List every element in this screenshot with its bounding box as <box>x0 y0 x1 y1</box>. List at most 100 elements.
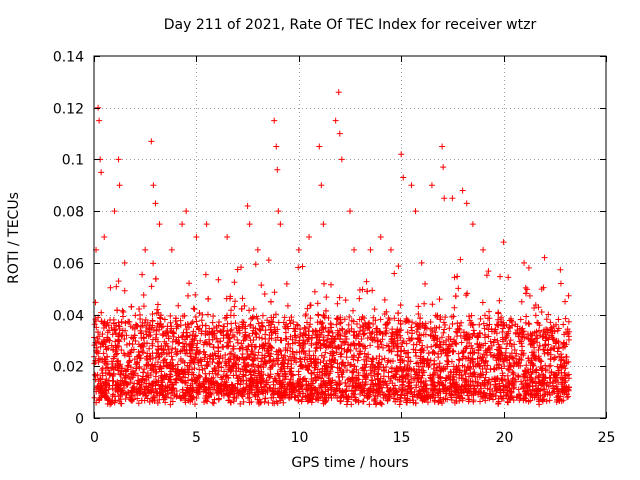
data-point <box>359 327 366 334</box>
data-point <box>110 316 117 323</box>
data-point <box>217 328 224 335</box>
data-point <box>205 295 212 302</box>
data-point <box>405 335 412 342</box>
data-point <box>342 379 349 386</box>
data-point <box>316 327 323 334</box>
data-point <box>510 371 517 378</box>
data-point <box>136 305 143 312</box>
data-point <box>215 395 222 402</box>
data-point <box>336 130 343 137</box>
data-point <box>522 284 529 291</box>
data-point <box>369 336 376 343</box>
data-point <box>118 346 125 353</box>
data-point <box>484 362 491 369</box>
data-point <box>128 397 135 404</box>
data-point <box>381 355 388 362</box>
data-point <box>547 346 554 353</box>
data-point <box>294 380 301 387</box>
data-point <box>289 383 296 390</box>
data-point <box>163 373 170 380</box>
data-point <box>413 328 420 335</box>
data-point <box>168 389 175 396</box>
data-point <box>546 363 553 370</box>
data-point <box>487 338 494 345</box>
data-point <box>434 379 441 386</box>
data-point <box>240 371 247 378</box>
data-point <box>264 387 271 394</box>
data-point <box>129 341 136 348</box>
data-point <box>202 375 209 382</box>
data-point <box>400 338 407 345</box>
data-point <box>365 355 372 362</box>
data-point <box>515 392 522 399</box>
data-point <box>192 291 199 298</box>
data-point <box>536 342 543 349</box>
data-point <box>428 182 435 189</box>
data-point <box>97 378 104 385</box>
data-point <box>449 380 456 387</box>
data-point <box>226 390 233 397</box>
data-point <box>245 361 252 368</box>
data-point <box>375 370 382 377</box>
data-point <box>257 399 264 406</box>
data-point <box>107 398 114 405</box>
data-point <box>119 327 126 334</box>
data-point <box>525 357 532 364</box>
data-point <box>414 335 421 342</box>
data-point <box>227 328 234 335</box>
data-point <box>515 372 522 379</box>
data-point <box>564 372 571 379</box>
data-point <box>156 221 163 228</box>
data-point <box>375 366 382 373</box>
data-point <box>527 397 534 404</box>
data-point <box>296 333 303 340</box>
data-point <box>424 356 431 363</box>
data-point <box>173 393 180 400</box>
data-point <box>395 310 402 317</box>
data-point <box>485 333 492 340</box>
data-point <box>140 343 147 350</box>
data-point <box>118 318 125 325</box>
data-point <box>416 331 423 338</box>
data-point <box>139 347 146 354</box>
data-point <box>223 390 230 397</box>
data-point <box>129 324 136 331</box>
data-point <box>451 391 458 398</box>
data-point <box>541 341 548 348</box>
data-point <box>534 387 541 394</box>
data-point <box>266 332 273 339</box>
data-point <box>223 295 230 302</box>
data-point <box>455 350 462 357</box>
data-point <box>265 257 272 264</box>
data-point <box>245 354 252 361</box>
data-point <box>347 362 354 369</box>
data-point <box>522 319 529 326</box>
data-point <box>541 396 548 403</box>
data-point <box>241 302 248 309</box>
data-point <box>420 387 427 394</box>
data-point <box>196 325 203 332</box>
data-point <box>217 328 224 335</box>
data-point <box>408 327 415 334</box>
data-point <box>437 348 444 355</box>
data-point <box>197 337 204 344</box>
data-point <box>281 376 288 383</box>
data-point <box>565 393 572 400</box>
data-point <box>320 221 327 228</box>
data-point <box>547 362 554 369</box>
data-point <box>384 397 391 404</box>
data-point <box>424 399 431 406</box>
data-point <box>483 369 490 376</box>
data-point <box>373 325 380 332</box>
data-point <box>491 328 498 335</box>
data-point <box>496 297 503 304</box>
data-point <box>505 274 512 281</box>
data-point <box>115 367 122 374</box>
data-point <box>154 320 161 327</box>
data-point <box>550 336 557 343</box>
data-point <box>338 156 345 163</box>
data-point <box>404 388 411 395</box>
data-point <box>394 364 401 371</box>
data-point <box>430 365 437 372</box>
data-point <box>289 351 296 358</box>
